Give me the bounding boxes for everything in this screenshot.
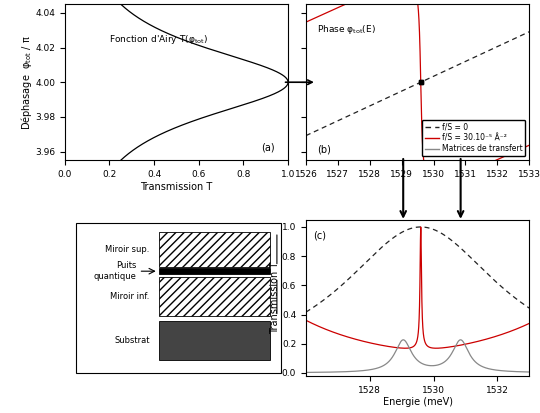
Text: Puits
quantique: Puits quantique [93, 261, 136, 281]
Text: Miroir inf.: Miroir inf. [110, 292, 150, 301]
Bar [159, 278, 270, 316]
Text: Phase φ$_{\mathrm{tot}}$(E): Phase φ$_{\mathrm{tot}}$(E) [317, 23, 376, 36]
Text: (b): (b) [317, 145, 331, 154]
X-axis label: Transmission T: Transmission T [140, 182, 213, 192]
Bar [159, 321, 270, 360]
Text: Substrat: Substrat [114, 336, 150, 345]
Text: (a): (a) [261, 143, 275, 153]
Y-axis label: Déphasage  φ$_{\mathrm{tot}}$ / π: Déphasage φ$_{\mathrm{tot}}$ / π [18, 35, 33, 130]
Bar [159, 232, 270, 266]
Text: Miroir sup.: Miroir sup. [105, 245, 150, 254]
Text: Fonction d'Airy T(φ$_{\mathrm{tot}}$): Fonction d'Airy T(φ$_{\mathrm{tot}}$) [109, 33, 208, 45]
Text: (c): (c) [313, 230, 326, 240]
X-axis label: Energie (meV): Energie (meV) [382, 397, 453, 407]
Y-axis label: Transmission T: Transmission T [271, 261, 280, 334]
Legend: f/S = 0, f/S = 30.10⁻⁵ Å⁻², Matrices de transfert: f/S = 0, f/S = 30.10⁻⁵ Å⁻², Matrices de … [422, 119, 525, 157]
Bar [159, 268, 270, 274]
